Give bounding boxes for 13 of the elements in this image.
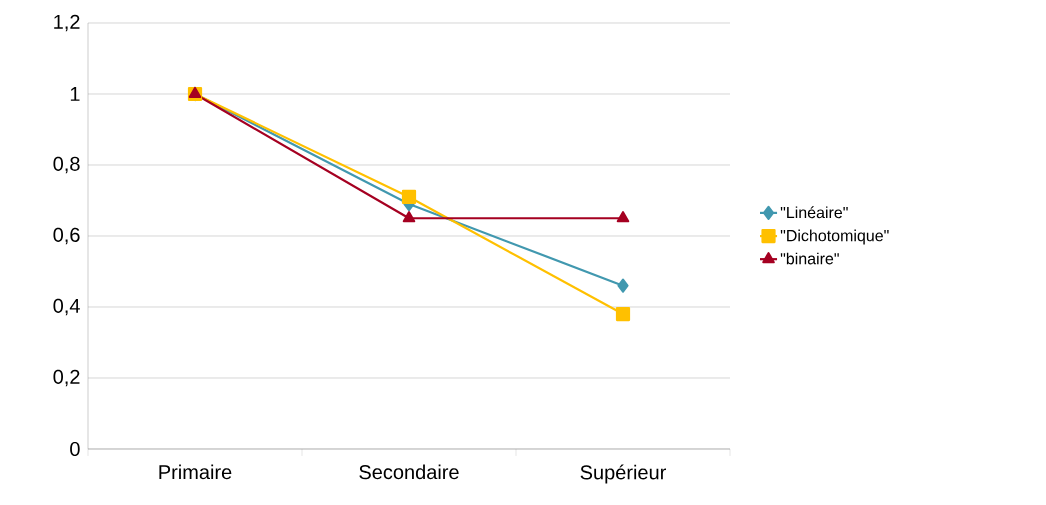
y-tick-label: 1 bbox=[70, 87, 80, 101]
y-tick-label: 0 bbox=[70, 441, 80, 457]
y-tick-label: 0,2 bbox=[53, 369, 80, 387]
legend-label: "binaire" bbox=[780, 252, 839, 265]
x-tick-label: Primaire bbox=[159, 464, 232, 480]
y-tick-label: 0,8 bbox=[53, 156, 80, 174]
legend-label: "Dichotomique" bbox=[780, 229, 889, 245]
y-tick-label: 0,6 bbox=[53, 227, 80, 245]
y-tick-label: 1,2 bbox=[54, 14, 80, 32]
y-tick-label: 0,4 bbox=[53, 298, 80, 316]
x-tick-label: Secondaire bbox=[359, 464, 459, 480]
legend-label: "Linéaire" bbox=[780, 206, 848, 219]
x-tick-label: Supérieur bbox=[580, 464, 666, 484]
